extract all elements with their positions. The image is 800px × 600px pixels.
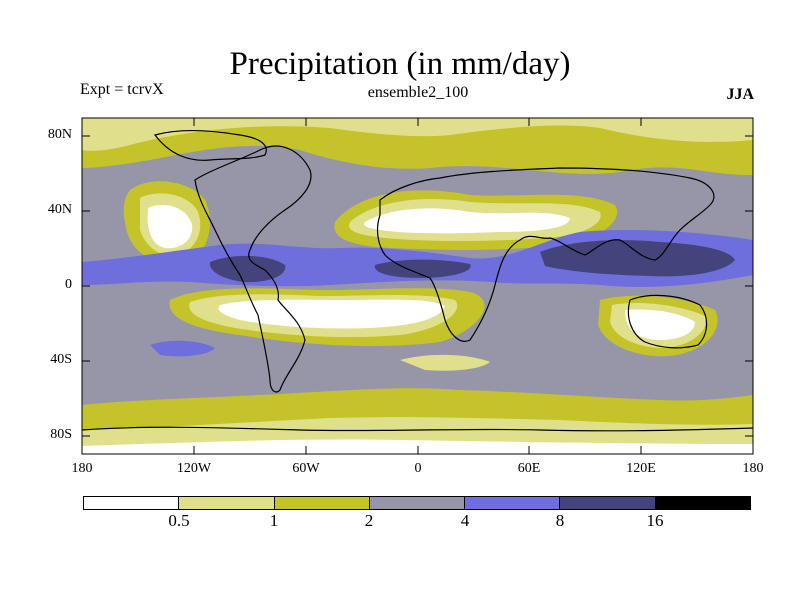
colorbar-label: 8 — [555, 511, 565, 530]
lon-label: 120W — [176, 461, 212, 476]
south-dry-core — [218, 299, 445, 329]
lon-label: 180 — [742, 461, 764, 476]
lat-label: 40S — [50, 352, 72, 367]
colorbar-swatch — [274, 497, 370, 509]
colorbar-swatch — [655, 497, 750, 509]
colorbar-swatch — [560, 497, 656, 509]
ensemble-label: ensemble2_100 — [367, 84, 469, 101]
lat-label: 80N — [47, 127, 72, 142]
sahara-core — [364, 208, 570, 234]
axis-ticks — [82, 118, 753, 454]
colorbar-label: 4 — [460, 511, 470, 530]
itcz-core-ind — [540, 240, 735, 277]
lon-label: 180 — [71, 461, 93, 476]
arctic-band — [82, 118, 753, 175]
map-title: Precipitation (in mm/day) — [229, 46, 571, 82]
lat-label: 0 — [65, 277, 72, 292]
australia-core — [625, 309, 695, 340]
lat-label: 80S — [50, 427, 72, 442]
lon-label: 0 — [414, 461, 422, 476]
lat-label: 40N — [47, 202, 72, 217]
experiment-label: Expt = tcrvX — [80, 81, 164, 98]
season-label: JJA — [726, 86, 754, 103]
colorbar-swatch — [465, 497, 561, 509]
lon-label: 60W — [292, 461, 320, 476]
colorbar-swatch — [84, 497, 180, 509]
lon-label: 120E — [626, 461, 656, 476]
colorbar-swatch — [179, 497, 275, 509]
colorbar-label: 2 — [364, 511, 374, 530]
colorbar-label: 16 — [646, 511, 664, 530]
lon-label: 60E — [517, 461, 541, 476]
southern-light-patch — [400, 354, 490, 371]
colorbar-swatch — [369, 497, 466, 509]
arctic-light-band — [82, 118, 753, 151]
north-pacific-dry-inner — [147, 204, 193, 249]
colorbar-label: 0.5 — [168, 511, 190, 530]
colorbar-label: 1 — [269, 511, 279, 530]
colorbar — [83, 496, 751, 510]
itcz-core-atl — [209, 255, 286, 283]
southern-wet-patch — [150, 340, 215, 357]
coastlines — [82, 129, 753, 432]
